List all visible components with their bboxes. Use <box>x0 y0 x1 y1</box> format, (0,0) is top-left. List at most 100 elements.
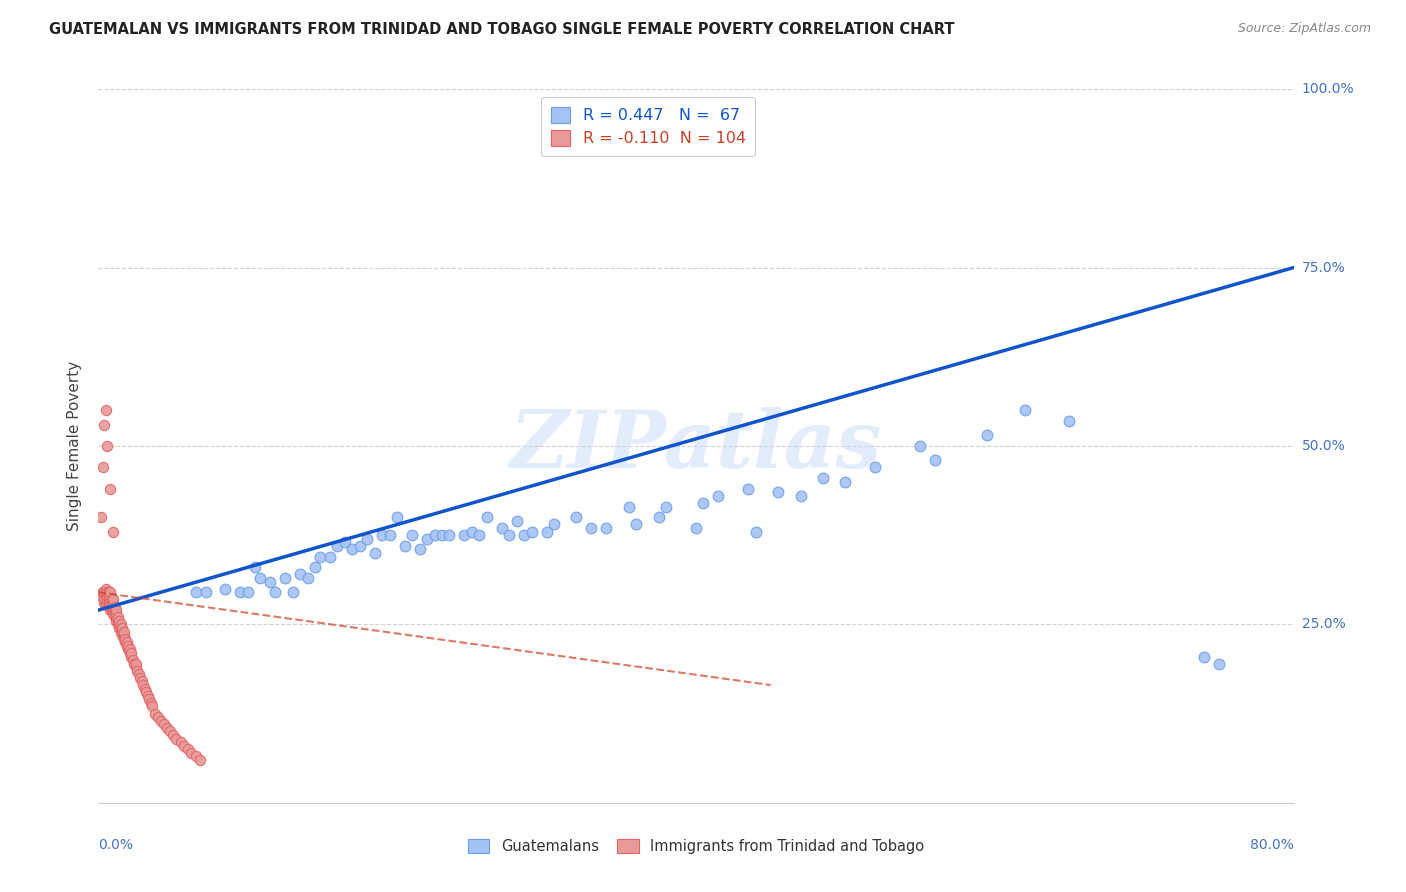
Point <box>685 521 707 535</box>
Legend: Guatemalans, Immigrants from Trinidad and Tobago: Guatemalans, Immigrants from Trinidad an… <box>461 832 931 860</box>
Point <box>105 603 128 617</box>
Point <box>98 589 122 603</box>
Point <box>120 646 142 660</box>
Point <box>134 681 156 696</box>
Point <box>475 510 498 524</box>
Point <box>364 546 387 560</box>
Point <box>107 614 129 628</box>
Point <box>103 524 125 539</box>
Point <box>101 599 124 614</box>
Point <box>408 542 430 557</box>
Point <box>120 649 142 664</box>
Point <box>453 528 475 542</box>
Point <box>131 674 153 689</box>
Point <box>692 496 714 510</box>
Point <box>90 510 112 524</box>
Point <box>98 585 122 599</box>
Point <box>789 489 811 503</box>
Point <box>259 574 281 589</box>
Point <box>97 585 120 599</box>
Point <box>93 585 115 599</box>
Point <box>97 599 120 614</box>
Point <box>139 696 162 710</box>
Point <box>169 735 191 749</box>
Text: Source: ZipAtlas.com: Source: ZipAtlas.com <box>1237 22 1371 36</box>
Point <box>766 485 789 500</box>
Point <box>104 610 127 624</box>
Text: 100.0%: 100.0% <box>1302 82 1354 96</box>
Point <box>595 521 617 535</box>
Point <box>153 717 176 731</box>
Point <box>98 482 122 496</box>
Point <box>498 528 520 542</box>
Point <box>581 521 603 535</box>
Y-axis label: Single Female Poverty: Single Female Poverty <box>67 361 83 531</box>
Point <box>121 653 143 667</box>
Point <box>229 585 252 599</box>
Point <box>118 646 141 660</box>
Point <box>647 510 669 524</box>
Text: 80.0%: 80.0% <box>1250 838 1294 853</box>
Point <box>565 510 588 524</box>
Point <box>110 617 132 632</box>
Point <box>378 528 401 542</box>
Point <box>91 460 114 475</box>
Point <box>112 632 135 646</box>
Point <box>180 746 202 760</box>
Point <box>401 528 423 542</box>
Point <box>97 596 120 610</box>
Point <box>173 739 195 753</box>
Point <box>184 585 207 599</box>
Point <box>423 528 446 542</box>
Text: 25.0%: 25.0% <box>1302 617 1346 632</box>
Point <box>468 528 491 542</box>
Point <box>543 517 565 532</box>
Point <box>520 524 543 539</box>
Point <box>655 500 678 514</box>
Point <box>1014 403 1036 417</box>
Point <box>1192 649 1215 664</box>
Point <box>91 585 114 599</box>
Point <box>245 560 267 574</box>
Point <box>94 582 117 596</box>
Text: ZIPatlas: ZIPatlas <box>510 408 882 484</box>
Point <box>114 632 136 646</box>
Point <box>184 749 207 764</box>
Point <box>117 639 139 653</box>
Point <box>104 599 127 614</box>
Text: GUATEMALAN VS IMMIGRANTS FROM TRINIDAD AND TOBAGO SINGLE FEMALE POVERTY CORRELAT: GUATEMALAN VS IMMIGRANTS FROM TRINIDAD A… <box>49 22 955 37</box>
Point <box>281 585 304 599</box>
Point <box>811 471 834 485</box>
Point <box>97 585 120 599</box>
Point <box>214 582 236 596</box>
Point <box>308 549 330 564</box>
Point <box>326 539 349 553</box>
Point <box>104 607 127 621</box>
Point <box>195 585 218 599</box>
Text: 50.0%: 50.0% <box>1302 439 1346 453</box>
Point <box>506 514 529 528</box>
Point <box>110 621 132 635</box>
Point <box>129 671 152 685</box>
Point <box>112 624 135 639</box>
Point <box>118 642 141 657</box>
Point <box>108 621 131 635</box>
Point <box>737 482 759 496</box>
Point <box>127 664 149 678</box>
Point <box>111 621 134 635</box>
Point <box>143 706 166 721</box>
Point <box>101 592 124 607</box>
Point <box>125 657 148 671</box>
Point <box>349 539 371 553</box>
Point <box>124 657 146 671</box>
Point <box>371 528 394 542</box>
Point <box>132 678 155 692</box>
Point <box>148 710 170 724</box>
Point <box>263 585 285 599</box>
Point <box>626 517 648 532</box>
Point <box>333 535 356 549</box>
Point <box>104 603 127 617</box>
Point <box>536 524 558 539</box>
Point <box>394 539 416 553</box>
Point <box>90 589 112 603</box>
